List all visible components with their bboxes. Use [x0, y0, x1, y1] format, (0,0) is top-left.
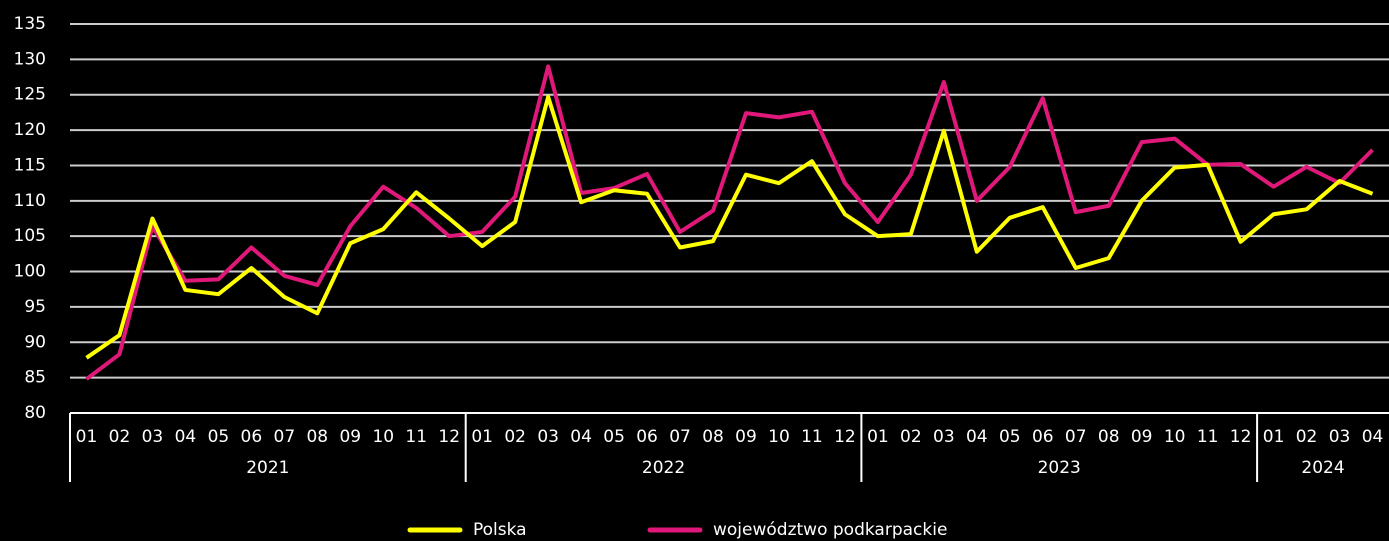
x-tick-label: 01 [471, 427, 493, 447]
x-tick-label: 04 [570, 427, 592, 447]
x-tick-label: 05 [208, 427, 230, 447]
x-tick-label: 02 [1296, 427, 1318, 447]
x-tick-label: 02 [900, 427, 922, 447]
y-tick-label: 120 [14, 120, 46, 140]
y-tick-label: 105 [14, 226, 46, 246]
x-tick-label: 01 [1263, 427, 1285, 447]
y-tick-label: 90 [24, 332, 46, 352]
x-tick-label: 12 [834, 427, 856, 447]
x-tick-label: 04 [966, 427, 988, 447]
x-tick-label: 08 [306, 427, 328, 447]
x-tick-label: 03 [142, 427, 164, 447]
x-tick-label: 04 [1362, 427, 1384, 447]
x-tick-label: 03 [1329, 427, 1351, 447]
x-tick-label: 10 [372, 427, 394, 447]
legend-label: Polska [473, 520, 527, 540]
x-tick-label: 11 [801, 427, 823, 447]
x-tick-label: 09 [1131, 427, 1153, 447]
y-tick-label: 85 [24, 368, 46, 388]
x-tick-label: 12 [438, 427, 460, 447]
x-tick-label: 06 [241, 427, 263, 447]
x-tick-label: 08 [1098, 427, 1120, 447]
y-tick-label: 100 [14, 262, 46, 282]
x-tick-label: 07 [1065, 427, 1087, 447]
x-tick-label: 10 [768, 427, 790, 447]
legend-label: województwo podkarpackie [713, 520, 947, 540]
year-label: 2024 [1301, 458, 1344, 478]
x-tick-label: 05 [999, 427, 1021, 447]
x-tick-label: 07 [669, 427, 691, 447]
x-tick-label: 02 [109, 427, 131, 447]
year-label: 2023 [1038, 458, 1081, 478]
y-tick-label: 130 [14, 49, 46, 69]
year-label: 2022 [642, 458, 685, 478]
y-tick-label: 125 [14, 85, 46, 105]
y-tick-label: 80 [24, 403, 46, 423]
x-tick-label: 02 [504, 427, 526, 447]
y-tick-label: 110 [14, 191, 46, 211]
x-tick-label: 11 [405, 427, 427, 447]
x-tick-label: 01 [76, 427, 98, 447]
x-tick-label: 03 [933, 427, 955, 447]
x-tick-label: 12 [1230, 427, 1252, 447]
x-tick-label: 11 [1197, 427, 1219, 447]
x-tick-label: 07 [274, 427, 296, 447]
y-tick-label: 135 [14, 14, 46, 34]
x-tick-label: 09 [735, 427, 757, 447]
x-tick-label: 08 [702, 427, 724, 447]
y-tick-label: 115 [14, 155, 46, 175]
x-tick-label: 10 [1164, 427, 1186, 447]
x-tick-label: 05 [603, 427, 625, 447]
x-tick-label: 09 [339, 427, 361, 447]
series-line [85, 94, 1374, 360]
year-label: 2021 [246, 458, 289, 478]
x-tick-label: 01 [867, 427, 889, 447]
series-line [85, 64, 1374, 381]
x-tick-label: 04 [175, 427, 197, 447]
y-tick-label: 95 [24, 297, 46, 317]
x-tick-label: 03 [537, 427, 559, 447]
x-tick-label: 06 [636, 427, 658, 447]
x-tick-label: 06 [1032, 427, 1054, 447]
